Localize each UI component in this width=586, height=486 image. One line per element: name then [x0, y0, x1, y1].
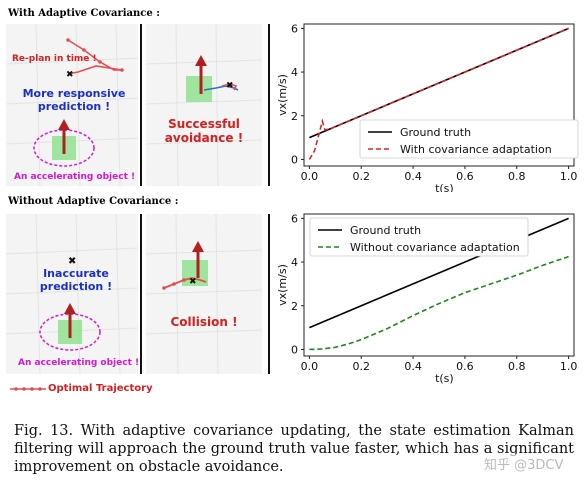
top-middle-sim-panel: ✖ — [145, 23, 263, 187]
series-line-1 — [308, 27, 569, 160]
optimal-trajectory-legend-icon — [10, 387, 46, 391]
top-left-sim-drawing: ✖ — [5, 23, 139, 187]
x-tick-label: 0.8 — [508, 360, 526, 373]
inaccurate-prediction-label: Inaccurate prediction ! — [39, 267, 113, 293]
y-tick-label: 0 — [291, 153, 298, 166]
y-axis-label: vx(m/s) — [276, 264, 289, 306]
legend-label-1: Without covariance adaptation — [350, 241, 520, 254]
velocity-arrow-icon — [195, 55, 207, 66]
y-tick-label: 6 — [291, 212, 298, 225]
bottom-divider-left — [140, 214, 142, 374]
x-tick-label: 0.4 — [404, 360, 422, 373]
x-tick-label: 0.0 — [301, 170, 319, 183]
chart-without-adaptation: 0.0 0.2 0.4 0.6 0.8 1.0 0 2 4 6 t(s) vx(m/s) Ground … — [276, 212, 578, 384]
top-divider-right — [268, 24, 270, 186]
bottom-section-heading: Without Adaptive Covariance : — [8, 196, 179, 207]
chart-with-adaptation: 0.0 0.2 0.4 0.6 0.8 1.0 0 2 4 6 t(s) vx(m/s) Ground … — [276, 22, 579, 192]
y-axis-label: vx(m/s) — [276, 74, 289, 116]
x-tick-label: 0.6 — [456, 170, 474, 183]
legend-box — [309, 217, 529, 257]
responsive-prediction-label: More responsive prediction ! — [22, 87, 126, 113]
x-axis-label: t(s) — [435, 372, 454, 384]
replan-label: Re-plan in time ! — [12, 54, 97, 64]
x-tick-label: 0.2 — [352, 360, 370, 373]
x-axis-label: t(s) — [435, 182, 454, 192]
watermark: 知乎 @3DCV — [484, 454, 564, 473]
collision-label: Collision ! — [170, 315, 238, 329]
velocity-arrow-icon — [58, 119, 70, 130]
target-marker-icon: ✖ — [189, 277, 197, 287]
target-marker-icon: ✖ — [68, 256, 76, 267]
top-section-heading: With Adaptive Covariance : — [8, 8, 160, 19]
target-marker-icon: ✖ — [226, 81, 234, 91]
top-middle-sim-drawing: ✖ — [145, 23, 263, 187]
target-marker-icon: ✖ — [66, 70, 74, 80]
bottom-middle-sim-panel: ✖ — [145, 213, 263, 375]
series-line-1 — [309, 255, 569, 351]
y-tick-label: 4 — [291, 256, 298, 269]
replan-trajectory — [67, 39, 123, 75]
x-tick-label: 0.0 — [301, 360, 319, 373]
successful-avoidance-label: Successful avoidance ! — [164, 117, 244, 145]
top-divider-left — [140, 24, 142, 186]
velocity-arrow-icon — [64, 303, 76, 314]
y-tick-label: 4 — [291, 66, 298, 79]
y-tick-label: 6 — [291, 22, 298, 35]
y-tick-label: 2 — [291, 110, 298, 123]
x-tick-label: 0.8 — [508, 170, 526, 183]
uncertainty-ellipse — [33, 129, 95, 167]
bottom-left-sim-drawing: ✖ — [5, 213, 139, 375]
bottom-middle-sim-drawing: ✖ — [145, 213, 263, 375]
legend-label-0: Ground truth — [350, 224, 421, 237]
y-tick-label: 0 — [291, 343, 298, 356]
legend-box — [359, 119, 579, 159]
x-tick-label: 1.0 — [560, 170, 578, 183]
legend-label-0: Ground truth — [400, 126, 471, 139]
x-tick-label: 0.4 — [404, 170, 422, 183]
figure-caption: Fig. 13. With adaptive covariance updati… — [14, 423, 574, 476]
velocity-arrow-icon — [192, 241, 204, 252]
x-tick-label: 0.2 — [352, 170, 370, 183]
y-tick-label: 2 — [291, 300, 298, 313]
x-tick-label: 1.0 — [560, 360, 578, 373]
legend-label-1: With covariance adaptation — [400, 143, 552, 156]
x-tick-label: 0.6 — [456, 360, 474, 373]
uncertainty-ellipse — [39, 313, 101, 351]
optimal-trajectory-legend-label: Optimal Trajectory — [48, 383, 153, 394]
accelerating-object-label-top: An accelerating object ! — [14, 172, 136, 182]
accelerating-object-label-bottom: An accelerating object ! — [18, 358, 140, 368]
bottom-divider-right — [268, 214, 270, 374]
bottom-left-sim-panel: ✖ — [5, 213, 139, 375]
top-left-sim-panel: ✖ — [5, 23, 139, 187]
